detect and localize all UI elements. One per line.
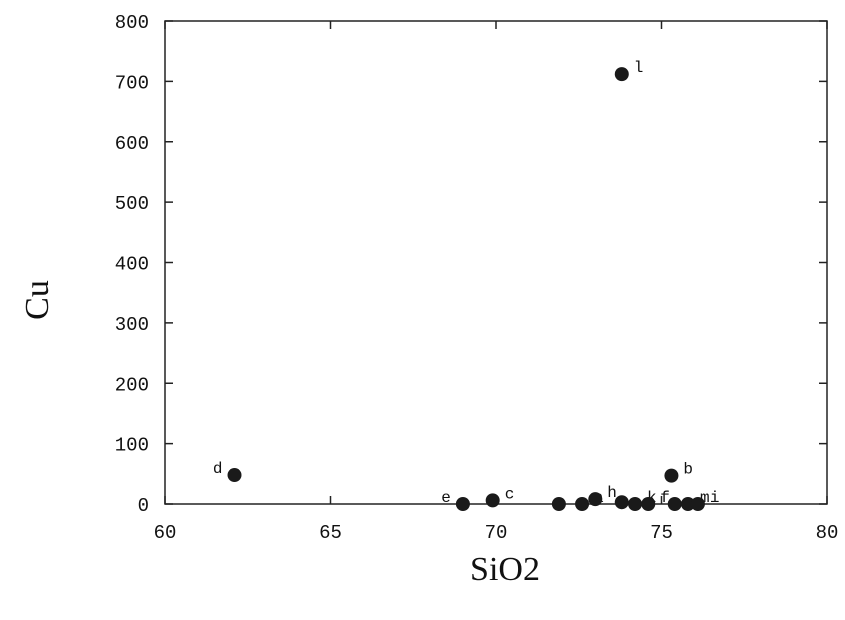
y-tick-label: 100 — [115, 435, 149, 457]
point-label: l — [634, 59, 644, 77]
y-tick-label: 700 — [115, 72, 149, 94]
plot-frame — [164, 20, 828, 505]
x-tick-label: 65 — [319, 522, 342, 544]
point-label: e — [441, 489, 451, 507]
x-tick-label: 60 — [154, 522, 177, 544]
data-point — [664, 468, 679, 483]
y-tick-label: 800 — [115, 12, 149, 34]
data-point — [485, 493, 500, 508]
point-label: m — [700, 489, 710, 507]
data-point — [614, 67, 629, 82]
x-tick-label: 75 — [650, 522, 673, 544]
x-axis-title: SiO2 — [470, 551, 540, 588]
data-point — [641, 497, 656, 511]
data-point — [628, 497, 643, 511]
point-label: i — [710, 489, 720, 507]
data-point — [680, 497, 695, 511]
data-point — [455, 497, 470, 511]
y-tick-label: 200 — [115, 374, 149, 396]
point-label: b — [683, 461, 693, 479]
point-label: d — [213, 460, 223, 478]
y-tick-label: 300 — [115, 314, 149, 336]
data-point — [227, 468, 242, 483]
data-point — [614, 495, 629, 510]
data-point — [551, 497, 566, 511]
point-label: h — [607, 484, 617, 502]
y-tick-label: 600 — [115, 133, 149, 155]
y-tick-label: 400 — [115, 254, 149, 276]
data-point — [690, 497, 705, 511]
x-tick-label: 70 — [485, 522, 508, 544]
y-axis-title: Cu — [19, 280, 56, 320]
y-axis-ticks: 0 100 200 300 400 500 600 700 800 — [115, 12, 827, 517]
data-point — [588, 492, 603, 507]
x-tick-label: 80 — [816, 522, 839, 544]
data-point — [575, 497, 590, 511]
y-tick-label: 0 — [138, 495, 149, 517]
point-label: c — [505, 485, 515, 503]
y-tick-label: 500 — [115, 193, 149, 215]
point-label: f — [660, 489, 670, 507]
x-axis-ticks: 60 65 70 75 80 — [154, 21, 839, 544]
data-point — [667, 497, 682, 511]
data-points: decahkfbmil — [213, 59, 720, 511]
